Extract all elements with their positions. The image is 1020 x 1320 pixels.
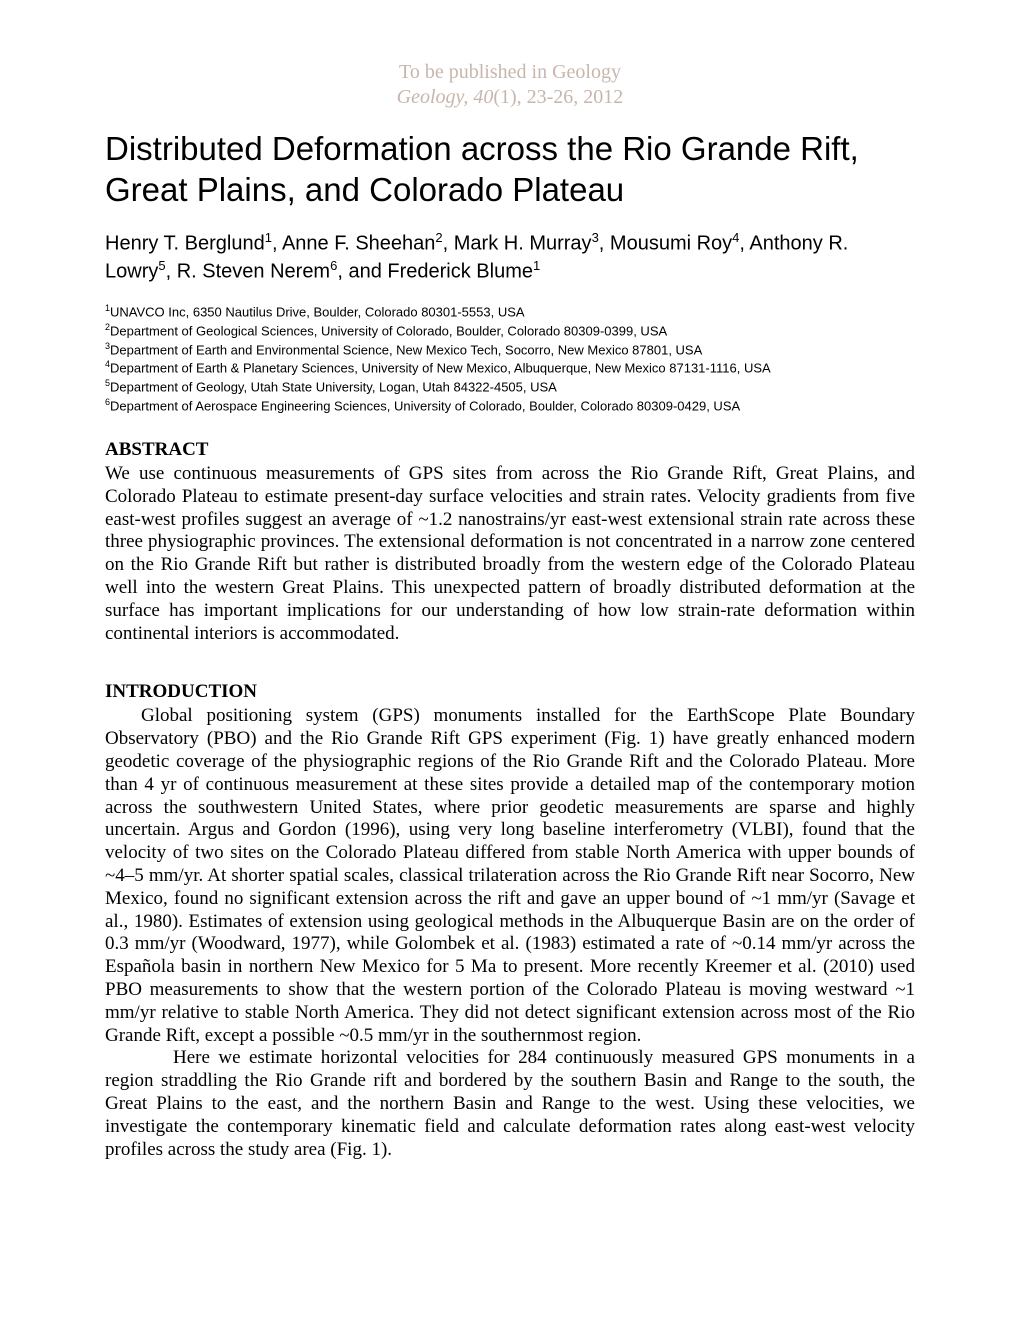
affiliation-item: 2Department of Geological Sciences, Univ… [105, 321, 915, 340]
affiliation-text: UNAVCO Inc, 6350 Nautilus Drive, Boulder… [110, 304, 525, 319]
introduction-paragraph-2: Here we estimate horizontal velocities f… [105, 1047, 915, 1161]
introduction-heading: INTRODUCTION [105, 681, 915, 703]
journal-name-vol: Geology, 40 [397, 86, 494, 108]
affiliation-item: 4Department of Earth & Planetary Science… [105, 358, 915, 377]
paper-title: Distributed Deformation across the Rio G… [105, 128, 915, 211]
publication-note: To be published in Geology Geology, 40(1… [105, 60, 915, 110]
author-list: Henry T. Berglund1, Anne F. Sheehan2, Ma… [105, 229, 915, 286]
affiliation-text: Department of Earth and Environmental Sc… [110, 342, 702, 357]
introduction-body: Global positioning system (GPS) monument… [105, 705, 915, 1161]
affiliation-item: 5Department of Geology, Utah State Unive… [105, 377, 915, 396]
publication-note-line1: To be published in Geology [399, 61, 621, 83]
affiliation-item: 3Department of Earth and Environmental S… [105, 340, 915, 359]
affiliation-item: 6Department of Aerospace Engineering Sci… [105, 396, 915, 415]
affiliation-text: Department of Earth & Planetary Sciences… [110, 361, 771, 376]
journal-issue-pages: (1), 23-26, 2012 [493, 86, 623, 108]
affiliation-text: Department of Geology, Utah State Univer… [110, 380, 557, 395]
affiliation-text: Department of Geological Sciences, Unive… [110, 323, 667, 338]
affiliation-list: 1UNAVCO Inc, 6350 Nautilus Drive, Boulde… [105, 302, 915, 415]
publication-note-line2: Geology, 40(1), 23-26, 2012 [105, 85, 915, 110]
abstract-body: We use continuous measurements of GPS si… [105, 463, 915, 645]
abstract-heading: ABSTRACT [105, 439, 915, 461]
page: To be published in Geology Geology, 40(1… [0, 0, 1020, 1221]
affiliation-item: 1UNAVCO Inc, 6350 Nautilus Drive, Boulde… [105, 302, 915, 321]
affiliation-text: Department of Aerospace Engineering Scie… [110, 399, 740, 414]
introduction-paragraph-1: Global positioning system (GPS) monument… [105, 705, 915, 1047]
